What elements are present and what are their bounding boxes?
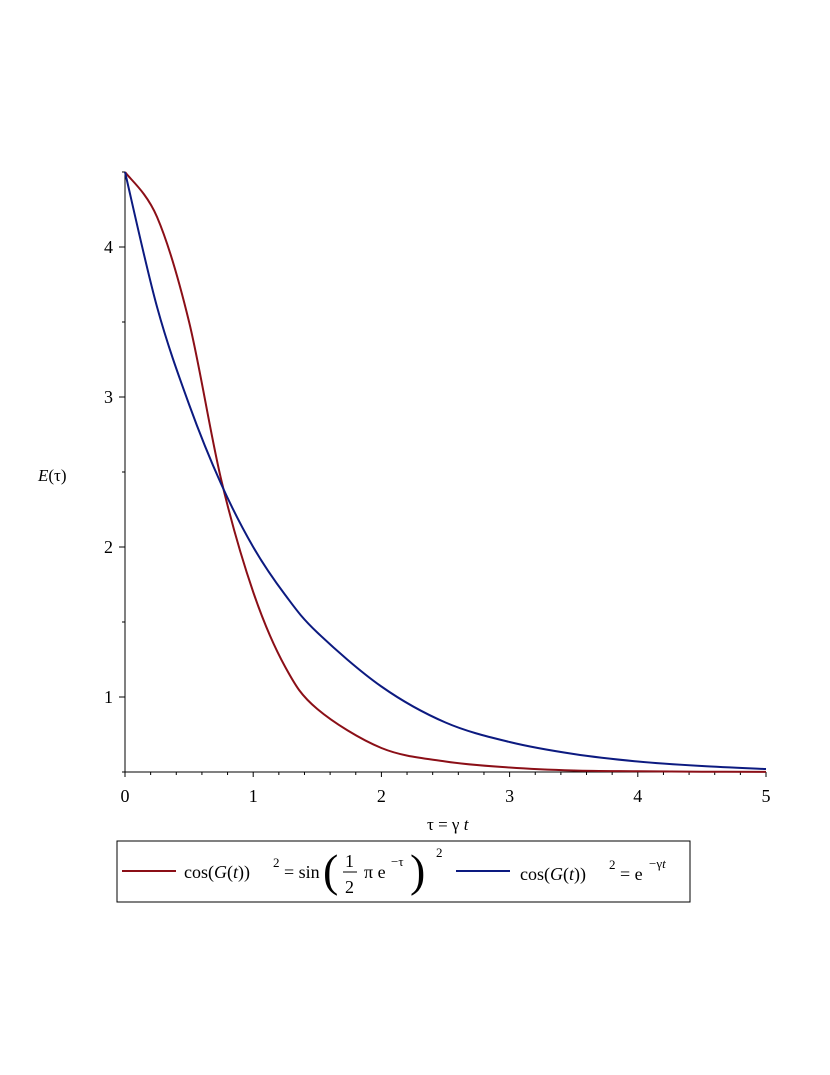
svg-text:= sin: = sin xyxy=(284,862,320,882)
x-tick-label: 2 xyxy=(377,786,386,806)
y-axis-label: E(τ) xyxy=(37,466,67,485)
x-tick-label: 4 xyxy=(633,786,642,806)
x-tick-label: 3 xyxy=(505,786,514,806)
svg-text:(: ( xyxy=(323,845,338,896)
legend-label-sine: cos(G(t)) 2 = sin ( 1 2 π e −τ ) 2 xyxy=(184,845,443,897)
svg-text:2: 2 xyxy=(345,877,354,897)
legend-box xyxy=(116,840,691,903)
x-tick-label: 5 xyxy=(762,786,771,806)
x-tick-label: 0 xyxy=(121,786,130,806)
svg-text:−γt: −γt xyxy=(649,856,666,871)
svg-text:cos(G(t)): cos(G(t)) xyxy=(520,864,586,885)
axis-ticks xyxy=(119,171,767,777)
series-line-exp xyxy=(124,171,767,770)
y-tick-label: 4 xyxy=(104,237,113,257)
svg-text:cos(G(t)): cos(G(t)) xyxy=(184,862,250,883)
legend-label-exp: cos(G(t)) 2 = e −γt xyxy=(520,856,666,885)
x-axis-label: τ = γ t xyxy=(427,815,470,834)
series-line-sine xyxy=(124,171,767,773)
legend: cos(G(t)) 2 = sin ( 1 2 π e −τ ) 2 cos(G… xyxy=(116,840,691,903)
svg-text:1: 1 xyxy=(345,851,354,871)
y-tick-label: 3 xyxy=(104,387,113,407)
x-tick-label: 1 xyxy=(249,786,258,806)
svg-text:−τ: −τ xyxy=(391,854,404,869)
y-tick-label: 2 xyxy=(104,537,113,557)
svg-text:): ) xyxy=(410,845,425,896)
axis-tick-labels: 0 1 2 3 4 5 1 2 3 4 xyxy=(104,237,771,806)
y-tick-label: 1 xyxy=(104,687,113,707)
svg-text:2: 2 xyxy=(273,855,280,870)
svg-text:2: 2 xyxy=(609,857,616,872)
svg-text:2: 2 xyxy=(436,845,443,860)
svg-text:= e: = e xyxy=(620,864,643,884)
svg-text:π e: π e xyxy=(364,862,386,882)
